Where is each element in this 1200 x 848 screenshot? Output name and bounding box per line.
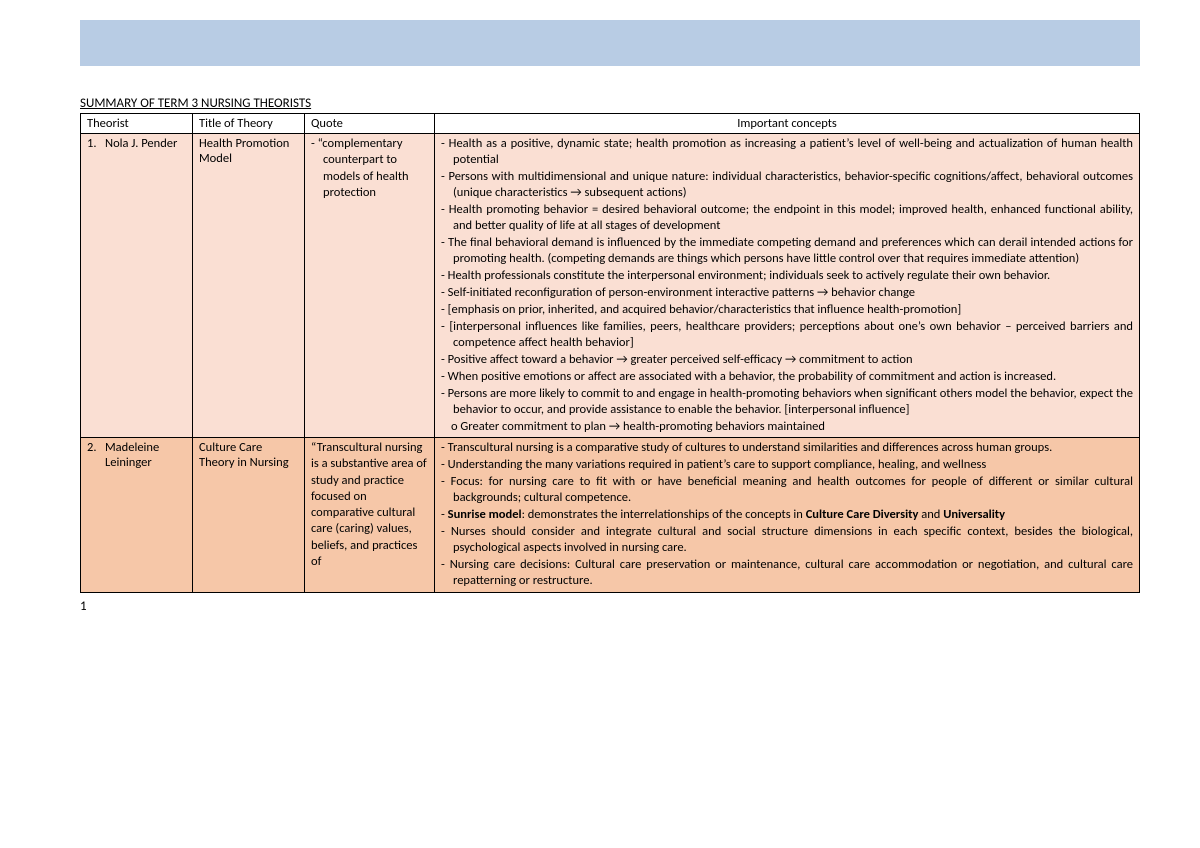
concept-item: Focus: for nursing care to fit with or h… (441, 474, 1133, 506)
col-quote: Quote (305, 114, 435, 134)
theorists-table: Theorist Title of Theory Quote Important… (80, 113, 1140, 593)
page-number: 1 (80, 599, 1200, 614)
concept-item: The final behavioral demand is influence… (441, 235, 1133, 267)
col-theorist: Theorist (81, 114, 193, 134)
concepts-list: Health as a positive, dynamic state; hea… (441, 136, 1133, 418)
quote-cell: “Transcultural nursing is a substantive … (305, 438, 435, 593)
col-concepts: Important concepts (435, 114, 1140, 134)
table-row: 1. Nola J. Pender Health Promotion Model… (81, 134, 1140, 438)
concept-item: Nursing care decisions: Cultural care pr… (441, 557, 1133, 589)
concepts-cell: Transcultural nursing is a comparative s… (435, 438, 1140, 593)
concept-item: Self-initiated reconfiguration of person… (441, 285, 1133, 301)
col-title: Title of Theory (193, 114, 305, 134)
theorist-cell: 2. Madeleine Leininger (81, 438, 193, 593)
quote-text: “complementary counterpart to models of … (311, 136, 428, 201)
concept-item: Positive affect toward a behavior → grea… (441, 352, 1133, 368)
theorist-name: Madeleine Leininger (105, 440, 186, 470)
concept-item: Health professionals constitute the inte… (441, 268, 1133, 284)
concept-item: Nurses should consider and integrate cul… (441, 524, 1133, 556)
document-title: SUMMARY OF TERM 3 NURSING THEORISTS (80, 96, 1140, 111)
table-header-row: Theorist Title of Theory Quote Important… (81, 114, 1140, 134)
quote-cell: “complementary counterpart to models of … (305, 134, 435, 438)
bold-term: Sunrise model (448, 507, 522, 522)
concept-item: Sunrise model: demonstrates the interrel… (441, 507, 1133, 523)
header-band (80, 20, 1140, 68)
document-content: SUMMARY OF TERM 3 NURSING THEORISTS Theo… (80, 96, 1140, 593)
theory-title-cell: Health Promotion Model (193, 134, 305, 438)
concept-item: [emphasis on prior, inherited, and acqui… (441, 302, 1133, 318)
concept-subitem: Greater commitment to plan → health-prom… (441, 419, 1133, 435)
theorist-number: 1. (87, 136, 105, 151)
plain-text: and (918, 507, 943, 522)
concept-item: Health promoting behavior = desired beha… (441, 202, 1133, 234)
theorist-number: 2. (87, 440, 105, 470)
concept-item: When positive emotions or affect are ass… (441, 369, 1133, 385)
concepts-cell: Health as a positive, dynamic state; hea… (435, 134, 1140, 438)
quote-text: “Transcultural nursing is a substantive … (311, 440, 428, 570)
concept-sublist: Greater commitment to plan → health-prom… (441, 419, 1133, 435)
concepts-list: Transcultural nursing is a comparative s… (441, 440, 1133, 589)
theorist-name: Nola J. Pender (105, 136, 186, 151)
concept-item: Persons with multidimensional and unique… (441, 169, 1133, 201)
concept-item: Health as a positive, dynamic state; hea… (441, 136, 1133, 168)
table-row: 2. Madeleine Leininger Culture Care Theo… (81, 438, 1140, 593)
bold-term: Culture Care Diversity (806, 507, 919, 522)
theorist-cell: 1. Nola J. Pender (81, 134, 193, 438)
concept-item: [interpersonal influences like families,… (441, 319, 1133, 351)
concept-item: Understanding the many variations requir… (441, 457, 1133, 473)
bold-term: Universality (943, 507, 1005, 522)
theory-title-cell: Culture Care Theory in Nursing (193, 438, 305, 593)
concept-item: Transcultural nursing is a comparative s… (441, 440, 1133, 456)
concept-item: Persons are more likely to commit to and… (441, 386, 1133, 418)
plain-text: : demonstrates the interrelationships of… (522, 507, 806, 522)
